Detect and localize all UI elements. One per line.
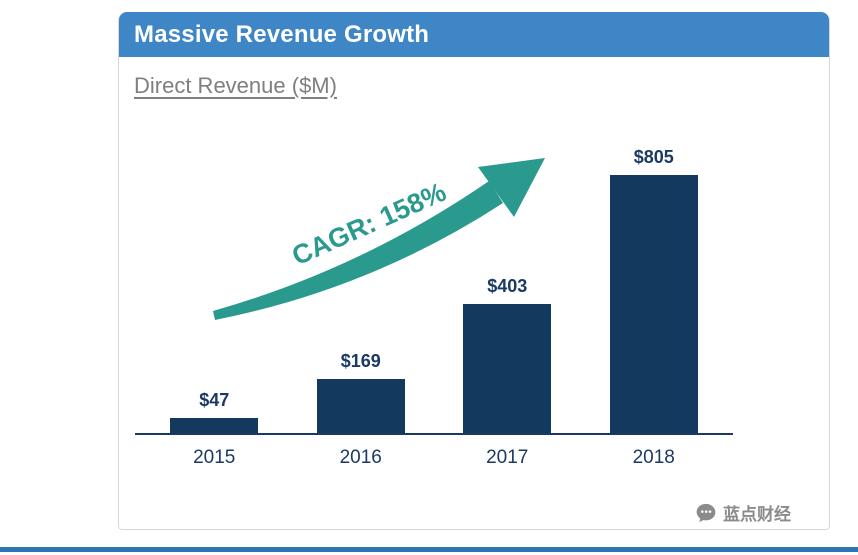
- x-axis-label-2016: 2016: [339, 447, 382, 468]
- bar-column-2016: $169: [288, 351, 435, 433]
- watermark-text: 蓝点财经: [723, 505, 791, 524]
- x-axis-label-2017: 2017: [486, 447, 529, 468]
- bar-value-label-2016: $169: [340, 351, 381, 371]
- bar-column-2015: $47: [141, 390, 288, 433]
- x-axis-line: [135, 433, 733, 435]
- bottom-divider-line: [0, 547, 858, 552]
- chart-card-header: Massive Revenue Growth: [119, 12, 829, 57]
- plot-area: $47 $169 $403 $805: [141, 57, 727, 433]
- x-axis-label-2015: 2015: [193, 447, 236, 468]
- bar-value-label-2017: $403: [487, 276, 528, 296]
- bar-value-label-2018: $805: [633, 147, 674, 167]
- x-axis-labels: 2015 2016 2017 2018: [141, 447, 727, 469]
- bar-2015: [170, 418, 259, 433]
- watermark: 蓝点财经: [695, 500, 791, 525]
- chart-card-body: Direct Revenue ($M) CAGR: 158% $47 $169 $4…: [119, 57, 829, 529]
- bar-2018: [609, 175, 698, 433]
- chart-title: Massive Revenue Growth: [134, 20, 430, 48]
- bar-value-label-2015: $47: [199, 390, 230, 410]
- chart-subtitle: Direct Revenue ($M): [134, 73, 337, 98]
- x-axis-label-2018: 2018: [632, 447, 675, 468]
- watermark-logo-icon: [695, 502, 717, 524]
- bar-2017: [463, 304, 552, 433]
- bar-column-2017: $403: [434, 276, 581, 433]
- bar-chart: $47 $169 $403 $805 2015 2016 2017 2018: [135, 57, 733, 529]
- bar-column-2018: $805: [581, 147, 728, 433]
- chart-card: Massive Revenue Growth Direct Revenue ($…: [118, 12, 830, 530]
- bar-2016: [316, 379, 405, 433]
